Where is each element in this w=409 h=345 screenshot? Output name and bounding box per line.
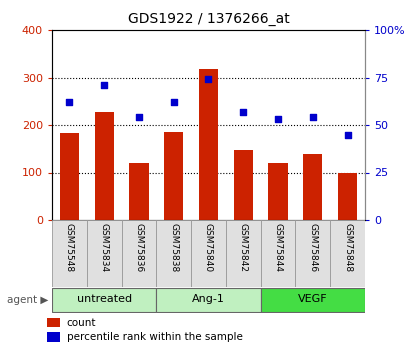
Point — [344, 132, 350, 137]
Point — [101, 82, 107, 88]
Text: GSM75548: GSM75548 — [65, 223, 74, 273]
Bar — [260, 288, 364, 312]
Text: percentile rank within the sample: percentile rank within the sample — [67, 332, 242, 342]
Bar — [295, 220, 329, 287]
Text: GSM75844: GSM75844 — [273, 223, 282, 272]
Bar — [233, 150, 252, 220]
Bar — [52, 220, 87, 287]
Bar — [60, 133, 79, 220]
Bar — [156, 288, 260, 312]
Text: Ang-1: Ang-1 — [191, 295, 225, 305]
Bar — [191, 220, 225, 287]
Bar — [268, 163, 287, 220]
Bar — [225, 220, 260, 287]
Text: GSM75846: GSM75846 — [308, 223, 317, 273]
Bar — [329, 220, 364, 287]
Bar — [129, 163, 148, 220]
Bar — [156, 220, 191, 287]
Bar — [87, 220, 121, 287]
Point — [239, 109, 246, 115]
Bar — [164, 132, 183, 220]
Point — [274, 117, 281, 122]
Bar — [121, 220, 156, 287]
Bar — [337, 174, 356, 220]
Point — [170, 99, 177, 105]
Bar — [260, 220, 295, 287]
Text: GSM75836: GSM75836 — [134, 223, 143, 273]
Text: GSM75842: GSM75842 — [238, 223, 247, 272]
Text: agent ▶: agent ▶ — [7, 295, 48, 305]
Text: VEGF: VEGF — [297, 295, 327, 305]
Text: count: count — [67, 318, 96, 328]
Text: GSM75834: GSM75834 — [99, 223, 108, 273]
Point — [66, 99, 72, 105]
Text: GSM75848: GSM75848 — [342, 223, 351, 273]
Text: GSM75840: GSM75840 — [204, 223, 213, 273]
Title: GDS1922 / 1376266_at: GDS1922 / 1376266_at — [127, 12, 289, 26]
Bar — [303, 154, 321, 220]
Point — [135, 115, 142, 120]
Bar — [52, 288, 156, 312]
Bar — [47, 318, 60, 327]
Point — [309, 115, 315, 120]
Bar — [47, 332, 60, 342]
Point — [205, 77, 211, 82]
Text: untreated: untreated — [76, 295, 131, 305]
Text: GSM75838: GSM75838 — [169, 223, 178, 273]
Bar — [94, 112, 113, 220]
Bar — [198, 69, 218, 220]
